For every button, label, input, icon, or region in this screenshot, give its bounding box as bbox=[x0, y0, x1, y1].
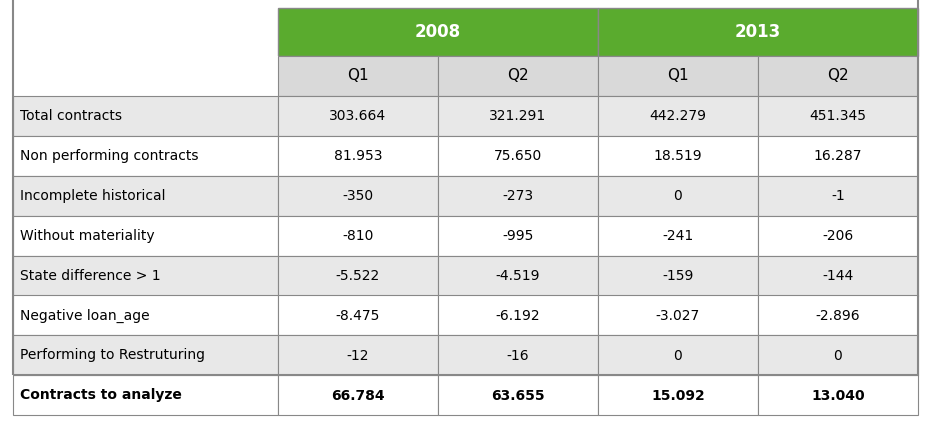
Bar bbox=[13, 215, 278, 255]
Bar bbox=[598, 96, 758, 135]
Bar bbox=[758, 176, 918, 215]
Text: -241: -241 bbox=[662, 228, 694, 242]
Bar bbox=[278, 335, 438, 376]
Text: 81.953: 81.953 bbox=[333, 148, 383, 162]
Bar bbox=[758, 296, 918, 335]
Bar bbox=[598, 376, 758, 415]
Bar bbox=[278, 255, 438, 296]
Text: 15.092: 15.092 bbox=[651, 388, 705, 403]
Bar bbox=[438, 296, 598, 335]
Bar bbox=[13, 176, 278, 215]
Bar bbox=[438, 335, 598, 376]
Bar bbox=[278, 296, 438, 335]
Bar bbox=[598, 135, 758, 176]
Text: 13.040: 13.040 bbox=[811, 388, 865, 403]
Text: -144: -144 bbox=[822, 269, 854, 283]
Text: Without materiality: Without materiality bbox=[20, 228, 155, 242]
Bar bbox=[438, 215, 598, 255]
Bar bbox=[13, 376, 278, 415]
Bar bbox=[598, 335, 758, 376]
Text: 63.655: 63.655 bbox=[492, 388, 545, 403]
Bar bbox=[758, 135, 918, 176]
Bar bbox=[758, 96, 918, 135]
Bar bbox=[278, 8, 598, 55]
Text: 66.784: 66.784 bbox=[331, 388, 385, 403]
Text: -350: -350 bbox=[343, 189, 373, 203]
Bar bbox=[438, 176, 598, 215]
Text: Contracts to analyze: Contracts to analyze bbox=[20, 388, 182, 403]
Bar bbox=[598, 215, 758, 255]
Text: 451.345: 451.345 bbox=[809, 109, 867, 123]
Bar bbox=[13, 296, 278, 335]
Text: -8.475: -8.475 bbox=[336, 308, 380, 322]
Text: 321.291: 321.291 bbox=[490, 109, 546, 123]
Text: Performing to Restruturing: Performing to Restruturing bbox=[20, 349, 205, 363]
Bar bbox=[438, 96, 598, 135]
Text: 303.664: 303.664 bbox=[330, 109, 386, 123]
Bar bbox=[438, 376, 598, 415]
Bar bbox=[758, 376, 918, 415]
Bar bbox=[278, 215, 438, 255]
Bar bbox=[598, 8, 918, 55]
Text: Total contracts: Total contracts bbox=[20, 109, 122, 123]
Text: Q1: Q1 bbox=[668, 68, 689, 83]
Bar bbox=[438, 55, 598, 96]
Bar bbox=[278, 55, 438, 96]
Bar bbox=[598, 296, 758, 335]
Bar bbox=[758, 255, 918, 296]
Text: -2.896: -2.896 bbox=[816, 308, 860, 322]
Text: Q2: Q2 bbox=[507, 68, 529, 83]
Bar bbox=[13, 55, 278, 96]
Text: -16: -16 bbox=[506, 349, 530, 363]
Bar bbox=[758, 335, 918, 376]
Text: 0: 0 bbox=[833, 349, 843, 363]
Bar bbox=[598, 255, 758, 296]
Text: -1: -1 bbox=[831, 189, 844, 203]
Bar bbox=[438, 135, 598, 176]
Text: -810: -810 bbox=[343, 228, 373, 242]
Text: 75.650: 75.650 bbox=[493, 148, 542, 162]
Text: Incomplete historical: Incomplete historical bbox=[20, 189, 166, 203]
Text: Q1: Q1 bbox=[347, 68, 369, 83]
Text: -5.522: -5.522 bbox=[336, 269, 380, 283]
Text: -12: -12 bbox=[346, 349, 370, 363]
Text: 442.279: 442.279 bbox=[650, 109, 707, 123]
Text: Negative loan_age: Negative loan_age bbox=[20, 308, 150, 323]
Bar bbox=[598, 176, 758, 215]
Text: -273: -273 bbox=[503, 189, 533, 203]
Bar bbox=[13, 135, 278, 176]
Text: -995: -995 bbox=[503, 228, 533, 242]
Text: 0: 0 bbox=[674, 349, 682, 363]
Text: State difference > 1: State difference > 1 bbox=[20, 269, 161, 283]
Text: 18.519: 18.519 bbox=[654, 148, 702, 162]
Bar bbox=[13, 335, 278, 376]
Text: 16.287: 16.287 bbox=[814, 148, 862, 162]
Bar bbox=[13, 8, 278, 55]
Text: -6.192: -6.192 bbox=[495, 308, 540, 322]
Bar bbox=[278, 376, 438, 415]
Bar bbox=[278, 176, 438, 215]
Bar bbox=[438, 255, 598, 296]
Bar bbox=[278, 135, 438, 176]
Bar bbox=[758, 55, 918, 96]
Text: Q2: Q2 bbox=[827, 68, 849, 83]
Bar bbox=[13, 96, 278, 135]
Text: 2013: 2013 bbox=[735, 22, 781, 41]
Text: -206: -206 bbox=[822, 228, 854, 242]
Bar bbox=[278, 96, 438, 135]
Text: 0: 0 bbox=[674, 189, 682, 203]
Bar bbox=[758, 215, 918, 255]
Bar bbox=[598, 55, 758, 96]
Text: 2008: 2008 bbox=[415, 22, 461, 41]
Bar bbox=[13, 255, 278, 296]
Text: -3.027: -3.027 bbox=[655, 308, 700, 322]
Text: -159: -159 bbox=[662, 269, 694, 283]
Text: -4.519: -4.519 bbox=[495, 269, 540, 283]
Text: Non performing contracts: Non performing contracts bbox=[20, 148, 198, 162]
